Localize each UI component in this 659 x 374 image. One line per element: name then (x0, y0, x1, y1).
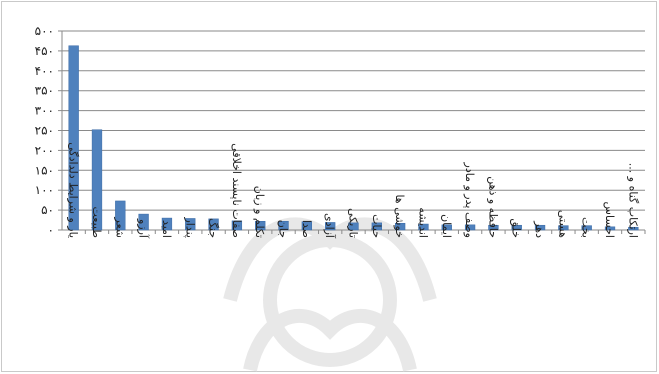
bar (441, 224, 452, 231)
x-category-label: آرزو (137, 218, 151, 239)
bar (534, 224, 546, 231)
x-category-label: احساس (603, 202, 616, 238)
x-category-label: پندار (183, 216, 196, 238)
x-category-label: تاریکی (347, 208, 360, 238)
x-category-label: خوشی ها (393, 194, 406, 238)
bar (278, 220, 289, 231)
bar (325, 222, 336, 231)
x-category-label: ایمان (440, 214, 453, 238)
x-category-label: جنگ (207, 218, 220, 238)
bar (558, 225, 569, 231)
y-tick-label: ۱۵۰ (35, 163, 54, 177)
x-category-label: اندیشه (416, 207, 429, 238)
bar (208, 218, 219, 231)
bar (581, 225, 592, 231)
x-category-label: حیات (370, 214, 383, 238)
y-tick-label: ۰ (48, 223, 54, 237)
bar (301, 221, 313, 231)
gridlines (58, 30, 646, 234)
y-tick-label: ۲۰۰ (35, 143, 54, 157)
bar (488, 224, 499, 231)
x-category-label: صفات ناپسند اخلاقی (230, 143, 243, 238)
x-category-label: وصف پدر و مادر (463, 162, 476, 238)
y-tick-label: ۴۰۰ (35, 64, 54, 78)
x-category-label: یار و شرایط دلدادگی (67, 142, 80, 238)
y-tick-label: ۳۰۰ (35, 104, 54, 118)
x-category-label: جان (277, 220, 290, 238)
x-category-label: بخت (580, 217, 593, 238)
y-tick-label: ۵۰ (41, 203, 54, 217)
y-tick-label: ۵۰۰ (35, 24, 54, 38)
bar (511, 224, 522, 231)
bar (115, 200, 126, 231)
bar (418, 223, 429, 231)
x-category-label: تکلم و زبان (253, 186, 266, 238)
bar (604, 226, 616, 231)
bar (138, 213, 149, 231)
y-tick-label: ۴۵۰ (35, 44, 54, 58)
y-tick-label: ۱۰۰ (35, 183, 54, 197)
x-category-label: ارتکاب گناه و ... (626, 163, 639, 238)
x-category-label: دهر (533, 220, 546, 238)
y-axis-ticks: ۰ ۵۰ ۱۰۰ ۱۵۰ ۲۰۰ ۲۵۰ ۳۰۰ ۳۵۰ ۴۰۰ ۴۵۰ ۵۰۰ (35, 24, 54, 237)
bar (91, 129, 103, 231)
y-tick-label: ۲۵۰ (35, 124, 54, 138)
bar (348, 222, 359, 231)
bar (464, 224, 476, 231)
x-category-label: حافظه و ذهن (486, 176, 499, 238)
x-category-label: هستی (556, 210, 569, 238)
bar (231, 220, 243, 231)
bar (394, 222, 406, 231)
x-category-label: امید (160, 220, 173, 238)
x-category-label: خلق (509, 218, 523, 238)
bar (371, 222, 382, 231)
y-tick-label: ۳۵۰ (35, 84, 54, 98)
x-category-label: طبیعت (90, 206, 103, 238)
bar (68, 45, 79, 231)
bars (68, 45, 639, 231)
bar (628, 226, 639, 231)
x-axis-labels: یار و شرایط دلدادگی طبیعت شعر آرزو امید پندار… (67, 142, 640, 239)
x-category-label: شعر (113, 216, 126, 238)
bar (161, 217, 173, 231)
x-category-label: آزادی (323, 213, 337, 239)
x-category-label: صدا (300, 220, 313, 238)
bar (255, 220, 266, 231)
bar (185, 218, 196, 231)
